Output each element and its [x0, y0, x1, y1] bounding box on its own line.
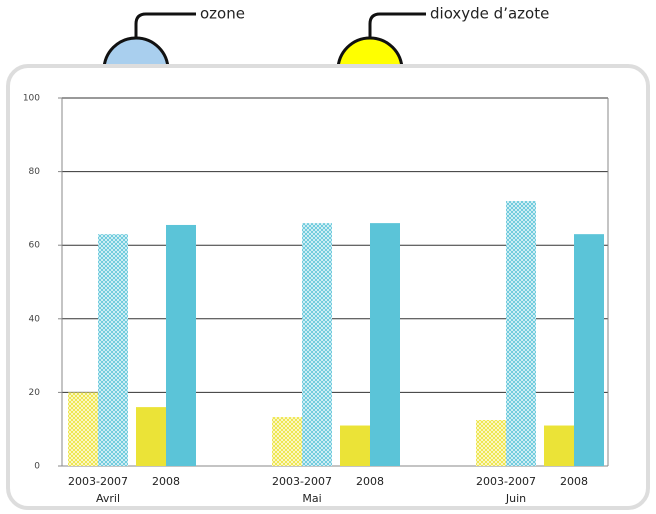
period-label: 2008 — [560, 475, 588, 488]
period-label: 2003-2007 — [476, 475, 536, 488]
y-tick-label: 0 — [34, 462, 40, 472]
y-tick-label: 20 — [29, 388, 41, 398]
bar — [340, 425, 370, 466]
legend-connector — [368, 12, 426, 38]
y-tick-label: 80 — [29, 167, 41, 177]
bar — [272, 417, 302, 466]
x-tick-label: Juin — [505, 492, 526, 505]
bar — [574, 234, 604, 466]
y-tick-label: 60 — [29, 241, 41, 251]
period-label: 2008 — [356, 475, 384, 488]
bar — [370, 223, 400, 466]
period-label: 2003-2007 — [68, 475, 128, 488]
bar — [136, 407, 166, 466]
bar — [544, 425, 574, 466]
bar — [506, 201, 536, 467]
bar — [476, 420, 506, 466]
legend-connector — [134, 12, 196, 38]
period-label: 2003-2007 — [272, 475, 332, 488]
legend-label: dioxyde d’azote — [430, 5, 549, 23]
bar — [166, 224, 196, 466]
y-tick-label: 40 — [29, 314, 41, 324]
bar — [302, 223, 332, 466]
legend-label: ozone — [200, 5, 245, 23]
x-tick-label: Avril — [96, 492, 120, 505]
period-label: 2008 — [152, 475, 180, 488]
bar — [68, 392, 98, 466]
bar — [98, 234, 128, 466]
y-tick-label: 100 — [23, 94, 40, 104]
x-tick-label: Mai — [302, 492, 321, 505]
